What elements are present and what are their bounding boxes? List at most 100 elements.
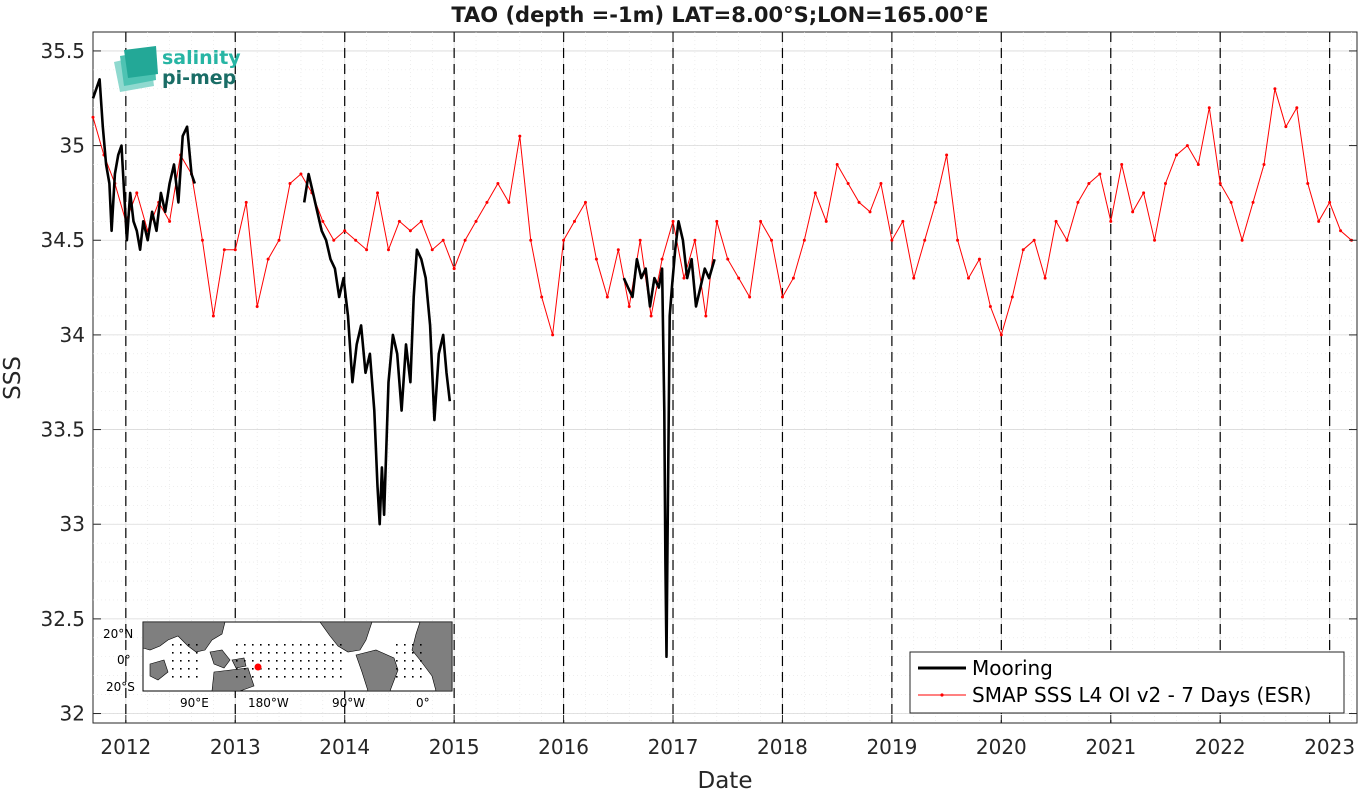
data-point-smap [627,305,631,309]
map-mooring-dot [292,668,294,670]
map-mooring-dot [244,660,246,662]
map-mooring-dot [172,652,174,654]
year-dashed-lines [125,32,1331,723]
map-mooring-dot [196,652,198,654]
y-axis-label: SSS [0,356,26,400]
logo-text-salinity: salinity [162,47,241,69]
map-mooring-dot [276,652,278,654]
data-point-smap [923,238,927,242]
data-point-smap [977,257,981,261]
map-lon-label-0: 0° [416,696,430,710]
map-mooring-dot [252,676,254,678]
plot-area [92,31,1358,724]
data-point-smap [474,219,478,223]
y-tick-label: 35.5 [40,39,85,63]
data-point-smap [802,238,806,242]
map-mooring-dot [172,644,174,646]
data-point-smap [1207,106,1211,110]
map-mooring-dot [332,676,334,678]
data-point-smap [693,238,697,242]
data-point-smap [879,181,883,185]
map-mooring-dot [284,644,286,646]
map-mooring-dot [236,668,238,670]
legend-box [909,651,1345,714]
data-point-smap [1339,229,1343,233]
data-point-smap [1153,238,1157,242]
data-point-smap [386,248,390,252]
data-point-smap [540,295,544,299]
data-point-smap [573,219,577,223]
map-mooring-dot [300,652,302,654]
data-point-smap [354,238,358,242]
data-point-smap [551,333,555,337]
map-mooring-dot [172,676,174,678]
map-mooring-dot [420,676,422,678]
map-mooring-dot [324,644,326,646]
map-mooring-dot [340,660,342,662]
data-point-smap [1229,200,1233,204]
data-point-smap [1120,163,1124,167]
data-point-smap [857,200,861,204]
map-mooring-dot [236,676,238,678]
data-point-smap [288,181,292,185]
legend-label-mooring: Mooring [972,656,1053,680]
map-mooring-dot [396,676,398,678]
map-mooring-dot [308,644,310,646]
x-tick-label: 2015 [429,735,480,759]
series-mooring [91,78,716,659]
map-mooring-dot [260,660,262,662]
mooring-array-dots [172,644,422,678]
data-point-smap [660,257,664,261]
map-mooring-dot [308,652,310,654]
map-mooring-dot [316,676,318,678]
data-point-smap [956,238,960,242]
x-axis-label: Date [698,768,753,790]
data-point-smap [649,314,653,318]
map-mooring-dot [396,652,398,654]
inset-map-land [143,622,452,691]
data-point-smap [1065,238,1069,242]
data-point-smap [715,219,719,223]
data-point-smap [562,238,566,242]
map-mooring-dot [292,660,294,662]
data-point-smap [1021,248,1025,252]
map-mooring-dot [404,668,406,670]
data-point-smap [343,229,347,233]
x-axis-ticks: 2012 2013 2014 2015 2016 2017 2018 2019 2020 2021… [100,32,1355,759]
map-mooring-dot [316,660,318,662]
data-point-smap [605,295,609,299]
data-point-smap [255,305,259,309]
data-point-smap [1163,181,1167,185]
map-mooring-dot [252,644,254,646]
data-point-smap [846,181,850,185]
legend-swatch-smap-dot [940,693,944,697]
map-mooring-dot [188,652,190,654]
map-mooring-dot [268,644,270,646]
data-point-smap [1032,238,1036,242]
y-tick-label: 32.5 [40,607,85,631]
data-point-smap [299,172,303,176]
data-point-smap [1131,210,1135,214]
data-point-smap [890,238,894,242]
x-tick-label: 2021 [1085,735,1136,759]
data-point-smap [780,295,784,299]
data-point-smap [1306,181,1310,185]
map-mooring-dot [300,660,302,662]
data-point-smap [759,219,763,223]
series-line-mooring [302,172,452,526]
y-tick-label: 33 [60,512,85,536]
y-tick-label: 34.5 [40,228,85,252]
map-mooring-dot [316,668,318,670]
y-axis-ticks: 32 32.5 33 33.5 34 34.5 35 35.5 [40,39,1357,726]
data-point-smap [135,191,139,195]
map-mooring-dot [188,676,190,678]
data-point-smap [1010,295,1014,299]
map-mooring-dot [236,644,238,646]
map-mooring-dot [196,676,198,678]
data-point-smap [616,248,620,252]
map-mooring-dot [180,652,182,654]
data-point-smap [737,276,741,280]
data-point-smap [91,115,95,119]
map-mooring-dot [300,668,302,670]
